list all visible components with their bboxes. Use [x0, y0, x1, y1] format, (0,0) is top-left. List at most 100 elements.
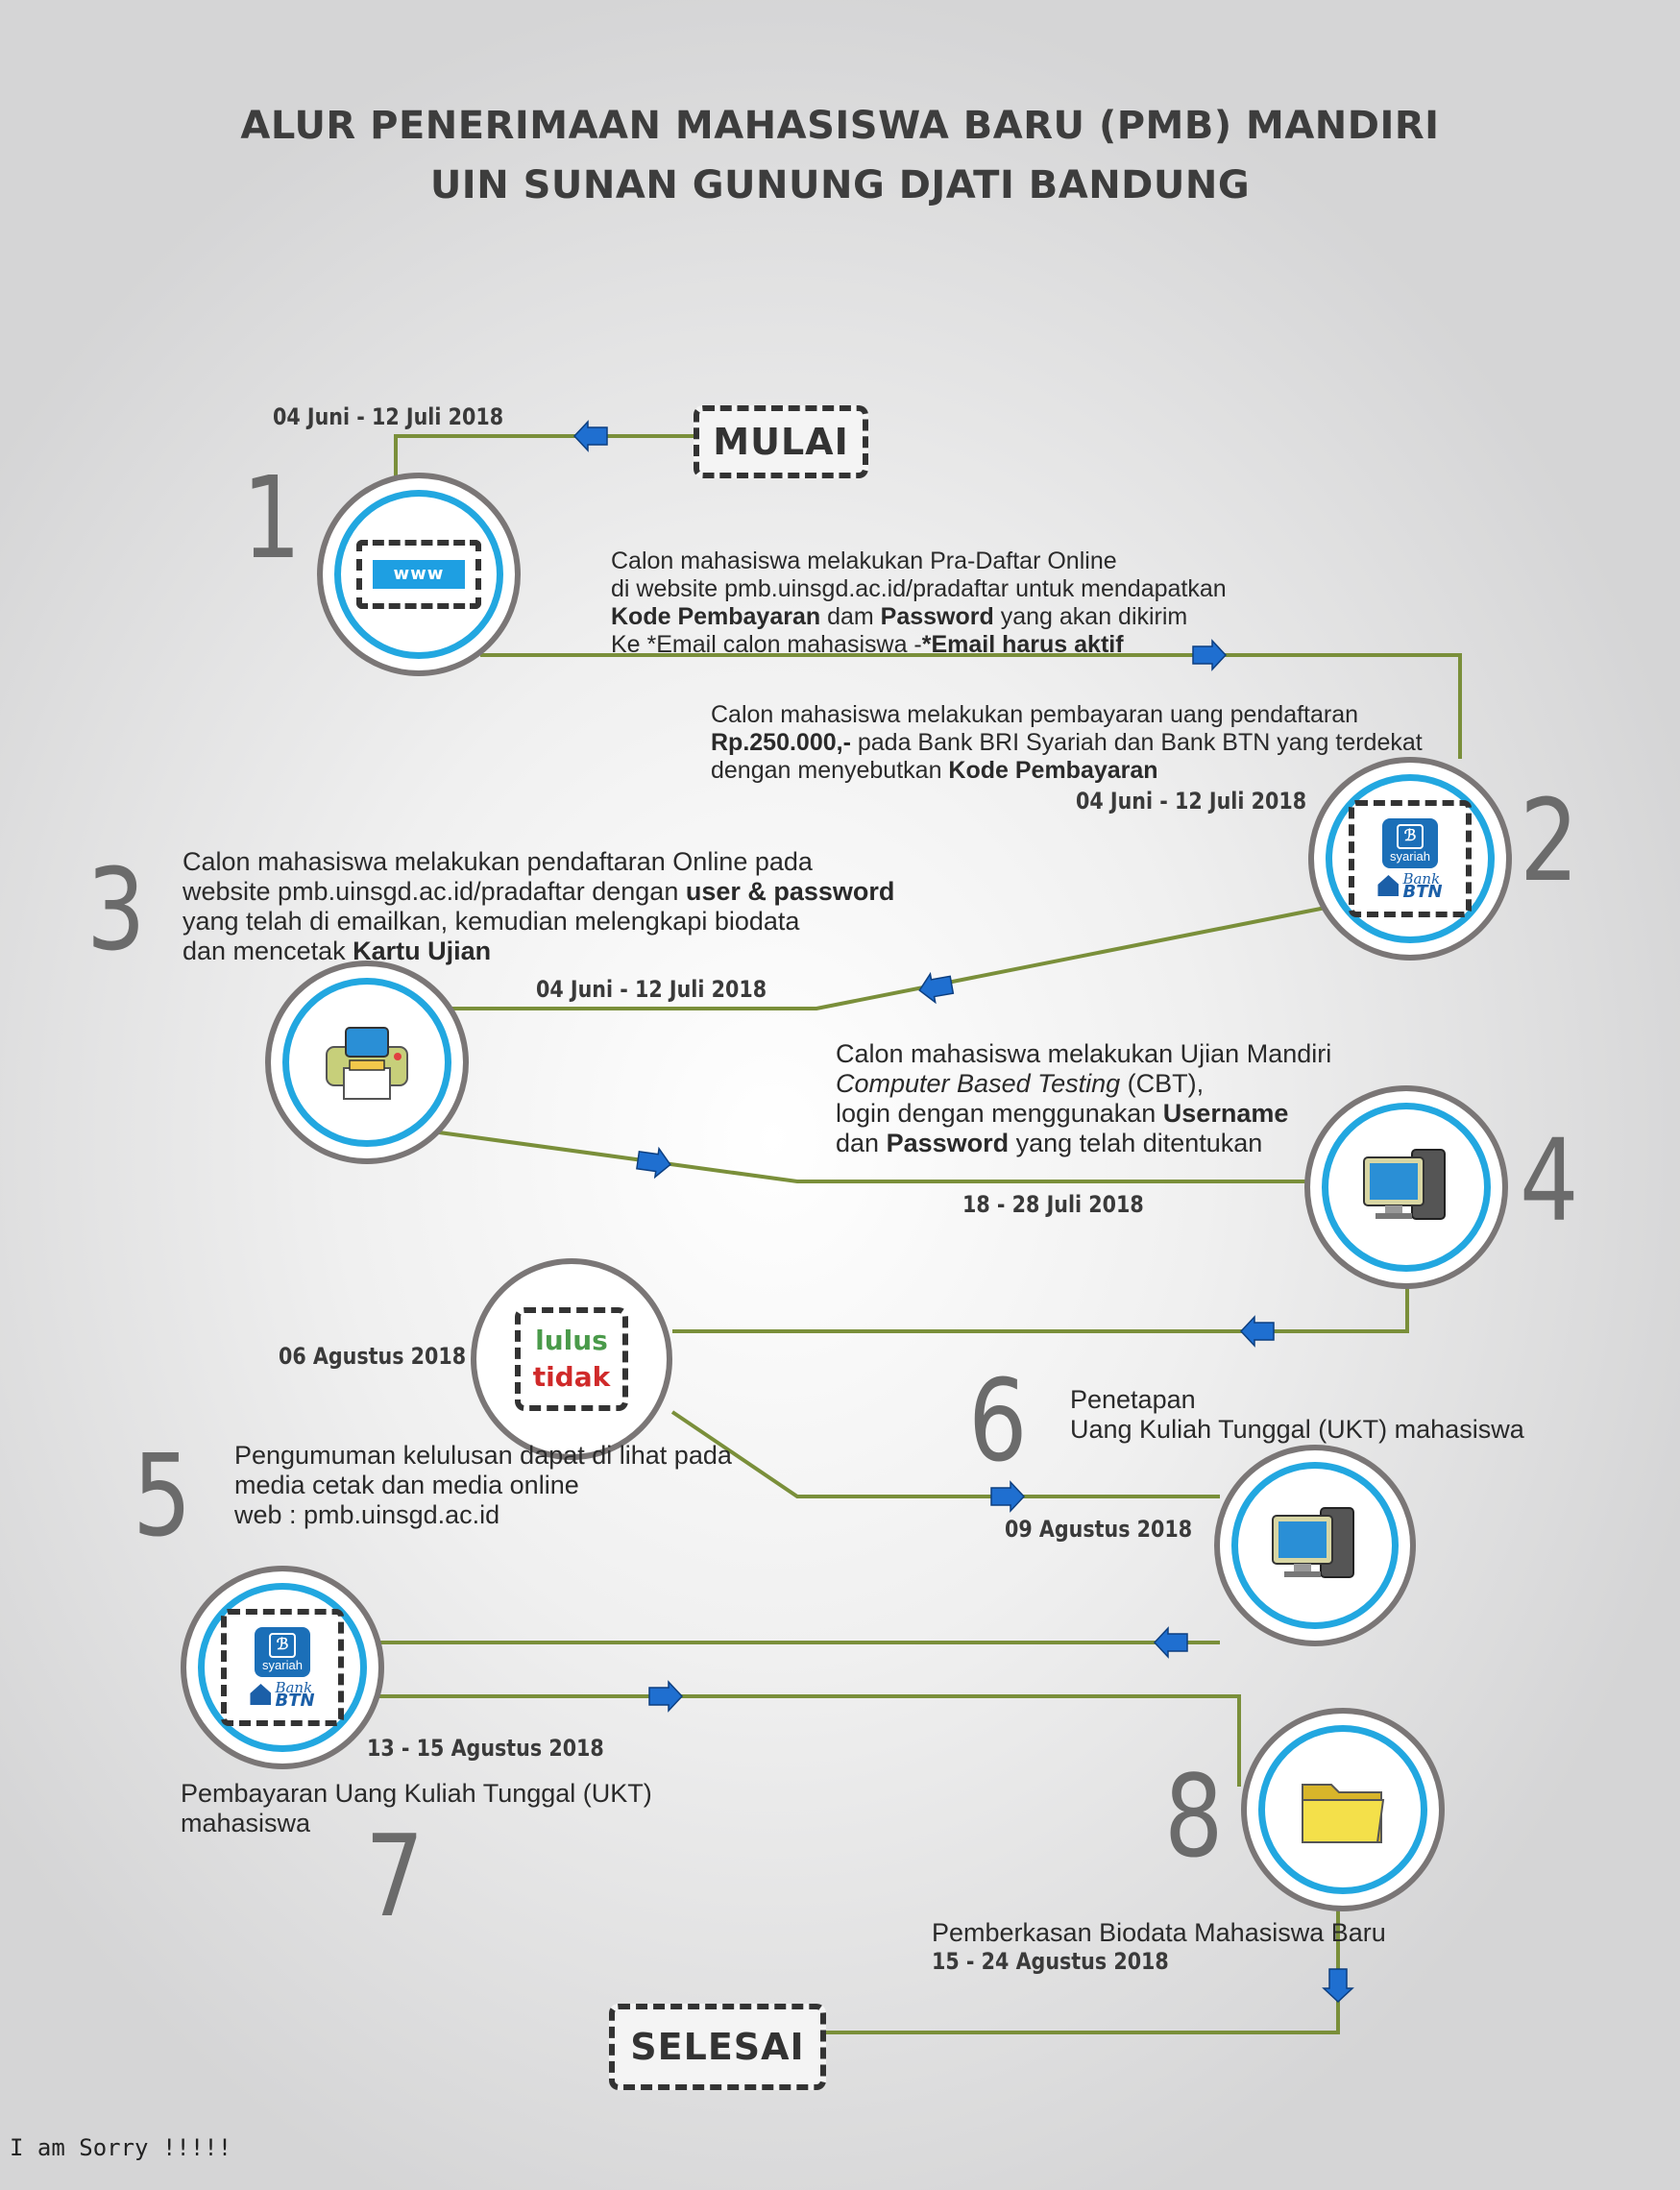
desc-text: website pmb.uinsgd.ac.id/pradaftar denga… [183, 877, 686, 906]
step-6-description: Penetapan Uang Kuliah Tunggal (UKT) maha… [1070, 1385, 1524, 1445]
step-date: 06 Agustus 2018 [279, 1343, 467, 1370]
step-date: 09 Agustus 2018 [1005, 1516, 1193, 1543]
desc-text: (CBT), [1120, 1069, 1205, 1098]
step-number: 8 [1164, 1750, 1224, 1883]
step-6-circle [1214, 1445, 1416, 1646]
desc-text: dengan menyebutkan [711, 757, 949, 784]
page-title-line1: ALUR PENERIMAAN MAHASISWA BARU (PMB) MAN… [240, 104, 1440, 148]
btn-label-bottom: BTN [275, 1691, 315, 1711]
step-7-description: Pembayaran Uang Kuliah Tunggal (UKT) mah… [181, 1779, 652, 1838]
computer-icon [1363, 1149, 1446, 1220]
btn-label-bottom: BTN [1402, 882, 1443, 902]
desc-line: web : pmb.uinsgd.ac.id [234, 1500, 500, 1529]
computer-icon [1271, 1506, 1354, 1578]
arrow-right-icon [635, 1145, 673, 1180]
desc-text: dam [820, 603, 881, 630]
desc-line: Penetapan [1070, 1385, 1196, 1414]
connector-step1-step2 [480, 653, 1462, 759]
printer-icon [326, 1027, 408, 1100]
arrow-left-icon [1154, 1627, 1188, 1658]
desc-line: yang telah di emailkan, kemudian melengk… [183, 907, 800, 936]
connector-step5-step6 [670, 1410, 1220, 1498]
step-4-description: Calon mahasiswa melakukan Ujian Mandiri … [836, 1039, 1331, 1158]
footer-note: I am Sorry !!!!! [10, 2134, 232, 2161]
desc-text: Ke *Email calon mahasiswa - [611, 631, 922, 658]
step-date: 13 - 15 Agustus 2018 [367, 1735, 604, 1762]
step-number: 1 [242, 451, 302, 584]
fail-label: tidak [532, 1360, 611, 1393]
step-number: 6 [968, 1354, 1028, 1487]
desc-line: di website pmb.uinsgd.ac.id/pradaftar un… [611, 575, 1227, 602]
desc-line: login dengan menggunakan Username [836, 1099, 1331, 1129]
desc-line: Computer Based Testing (CBT), [836, 1069, 1331, 1099]
step-date: 18 - 28 Juli 2018 [962, 1191, 1144, 1218]
pass-label: lulus [535, 1324, 608, 1356]
desc-bold: Password [886, 1129, 1010, 1157]
desc-bold: Username [1162, 1099, 1289, 1128]
step-3-circle [265, 961, 469, 1164]
connector-step8-end [816, 1904, 1340, 2034]
bri-label: syariah [1390, 848, 1430, 864]
desc-line: website pmb.uinsgd.ac.id/pradaftar denga… [183, 877, 894, 907]
page-title-line2: UIN SUNAN GUNUNG DJATI BANDUNG [429, 163, 1251, 207]
desc-text: login dengan menggunakan [836, 1099, 1163, 1128]
desc-bold: Kode Pembayaran [948, 757, 1158, 784]
step-1-circle: www [317, 473, 521, 676]
connector-start-step1 [394, 434, 694, 480]
desc-bold: Kode Pembayaran [611, 603, 821, 630]
btn-logo: Bank BTN [250, 1679, 315, 1711]
step-number: 4 [1520, 1114, 1579, 1247]
desc-line: Pembayaran Uang Kuliah Tunggal (UKT) [181, 1779, 652, 1808]
desc-line: dengan menyebutkan Kode Pembayaran [711, 757, 1423, 785]
step-3-description: Calon mahasiswa melakukan pendaftaran On… [183, 847, 894, 966]
desc-line: Calon mahasiswa melakukan Ujian Mandiri [836, 1039, 1332, 1068]
desc-bold: Password [880, 603, 994, 630]
desc-line: Uang Kuliah Tunggal (UKT) mahasiswa [1070, 1415, 1524, 1444]
desc-text: yang telah ditentukan [1009, 1129, 1263, 1157]
start-label: MULAI [694, 405, 868, 478]
desc-line: Calon mahasiswa melakukan pendaftaran On… [183, 847, 813, 876]
desc-line: mahasiswa [181, 1809, 311, 1837]
step-1-description: Calon mahasiswa melakukan Pra-Daftar Onl… [611, 548, 1227, 659]
connector-step2-step3 [451, 906, 1327, 1010]
arrow-left-icon [915, 969, 956, 1006]
step-2-description: Calon mahasiswa melakukan pembayaran uan… [711, 701, 1423, 785]
desc-text: dan mencetak [183, 937, 353, 965]
desc-bold: Rp.250.000,- [711, 729, 851, 756]
arrow-right-icon [648, 1681, 683, 1712]
step-date: 04 Juni - 12 Juli 2018 [1076, 788, 1307, 815]
desc-line: Ke *Email calon mahasiswa -*Email harus … [611, 631, 1227, 659]
end-label: SELESAI [609, 2004, 826, 2090]
desc-line: Rp.250.000,- pada Bank BRI Syariah dan B… [711, 729, 1423, 757]
step-8-circle [1241, 1708, 1445, 1911]
step-number: 7 [365, 1810, 425, 1942]
desc-text: yang akan dikirim [993, 603, 1188, 630]
step-date: 04 Juni - 12 Juli 2018 [536, 976, 767, 1003]
step-number: 3 [86, 843, 146, 976]
desc-bold: user & password [685, 877, 895, 906]
step-8-description: Pemberkasan Biodata Mahasiswa Baru [932, 1918, 1386, 1947]
arrow-left-icon [1240, 1316, 1275, 1347]
www-icon: www [356, 540, 481, 609]
step-5-description: Pengumuman kelulusan dapat di lihat pada… [234, 1441, 732, 1530]
desc-line: media cetak dan media online [234, 1471, 579, 1499]
www-icon-label: www [373, 560, 465, 589]
desc-line: Kode Pembayaran dam Password yang akan d… [611, 603, 1227, 631]
desc-line: dan mencetak Kartu Ujian [183, 937, 894, 966]
desc-bold: *Email harus aktif [921, 631, 1124, 658]
step-number: 5 [133, 1429, 192, 1562]
connector-step3-step4 [431, 1130, 1316, 1183]
result-icon: lulus tidak [514, 1306, 628, 1411]
step-number: 2 [1520, 774, 1579, 907]
step-date: 04 Juni - 12 Juli 2018 [273, 403, 504, 430]
btn-label-top: Bank [275, 1679, 313, 1696]
desc-line: dan Password yang telah ditentukan [836, 1129, 1331, 1158]
arrow-left-icon [573, 421, 608, 451]
desc-line: Pengumuman kelulusan dapat di lihat pada [234, 1441, 732, 1470]
bri-label: syariah [262, 1657, 303, 1672]
